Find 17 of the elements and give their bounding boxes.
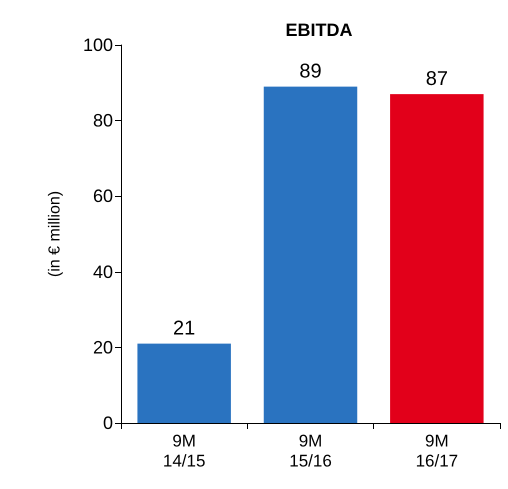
data-label: 87 [426,68,448,90]
y-axis-title: (in € million) [46,190,64,278]
data-label: 89 [299,60,322,83]
x-tick-label: 9M 15/16 [289,432,332,470]
chart-title: EBITDA [286,20,352,40]
data-label: 21 [173,318,196,340]
y-tick-label: 80 [92,110,113,131]
bar [390,94,484,423]
y-tick-label: 40 [92,262,113,282]
bar [264,86,358,423]
bar [137,344,231,423]
y-tick-label: 20 [92,337,113,358]
y-tick-label: 100 [82,35,113,55]
y-tick-label: 60 [92,186,113,206]
y-tick-label: 0 [102,413,113,433]
x-tick-label: 9M 14/15 [162,432,206,470]
x-tick-label: 9M 16/17 [416,432,458,470]
